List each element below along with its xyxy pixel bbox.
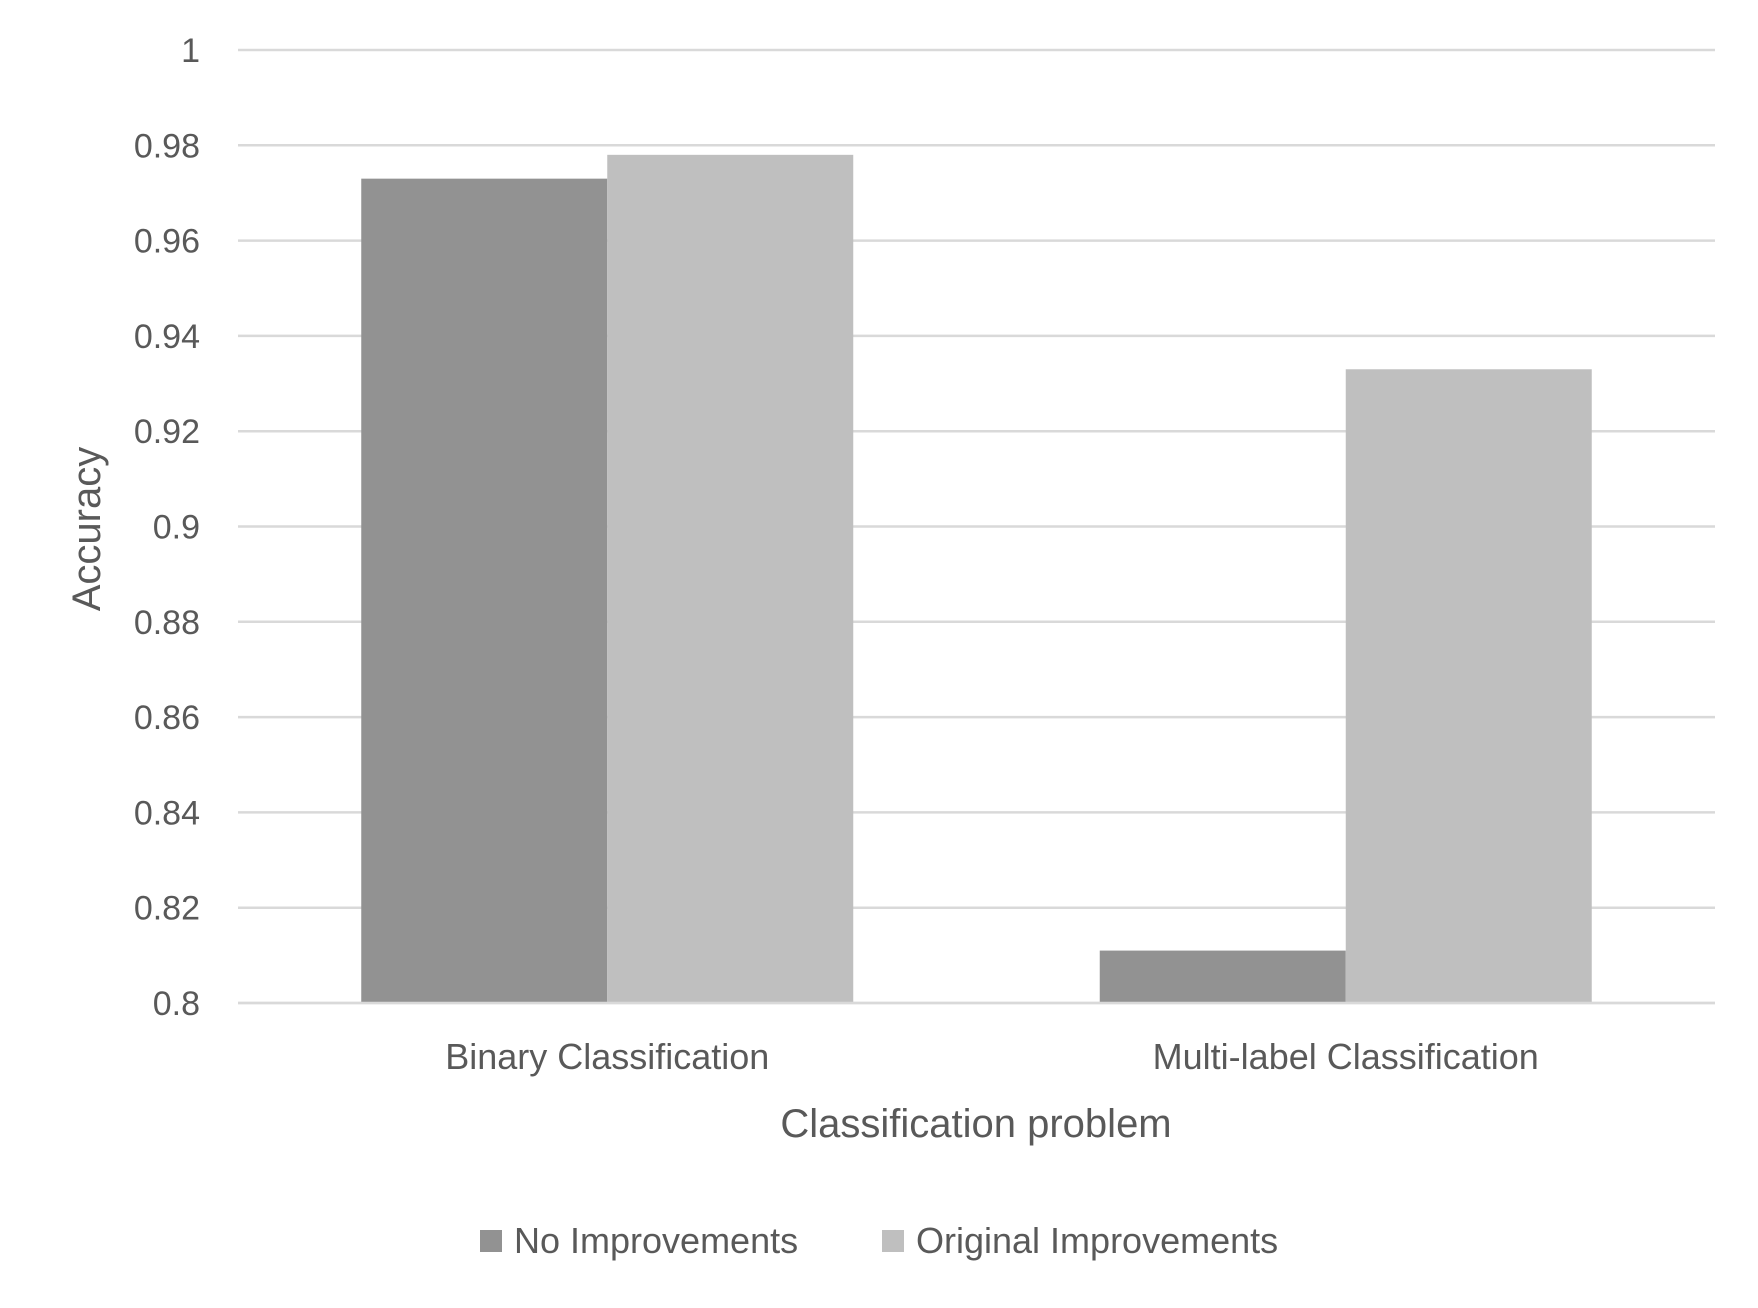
- y-tick-label: 0.86: [134, 699, 200, 737]
- bar-original-improvements: [607, 154, 854, 1003]
- y-tick-label: 0.9: [153, 509, 200, 547]
- y-axis-ticks: 0.8 0.82 0.84 0.86 0.88 0.9 0.92 0.94 0.96 0.98 1: [134, 32, 200, 1023]
- y-tick-label: 0.84: [134, 794, 200, 832]
- x-axis-title: Classification problem: [780, 1102, 1171, 1146]
- x-category-label: Multi-label Classification: [1153, 1036, 1539, 1077]
- bar-original-improvements: [1345, 369, 1592, 1003]
- legend: No Improvements Original Improvements: [480, 1220, 1278, 1261]
- x-category-label: Binary Classification: [445, 1036, 769, 1077]
- legend-swatch: [882, 1230, 904, 1252]
- y-tick-label: 0.92: [134, 413, 200, 451]
- bar-no-improvements: [361, 178, 608, 1003]
- y-tick-label: 0.8: [153, 985, 200, 1023]
- y-tick-label: 0.98: [134, 127, 200, 165]
- legend-label: No Improvements: [514, 1220, 798, 1261]
- y-tick-label: 0.96: [134, 223, 200, 261]
- bar-no-improvements: [1099, 950, 1346, 1003]
- y-tick-label: 1: [181, 32, 200, 70]
- bars: [238, 154, 1715, 1005]
- y-tick-label: 0.88: [134, 604, 200, 642]
- y-tick-label: 0.94: [134, 318, 200, 356]
- y-axis-title: Accuracy: [65, 447, 109, 612]
- legend-label: Original Improvements: [916, 1220, 1278, 1261]
- legend-swatch: [480, 1230, 502, 1252]
- y-tick-label: 0.82: [134, 890, 200, 928]
- x-axis-categories: Binary Classification Multi-label Classif…: [445, 1036, 1539, 1077]
